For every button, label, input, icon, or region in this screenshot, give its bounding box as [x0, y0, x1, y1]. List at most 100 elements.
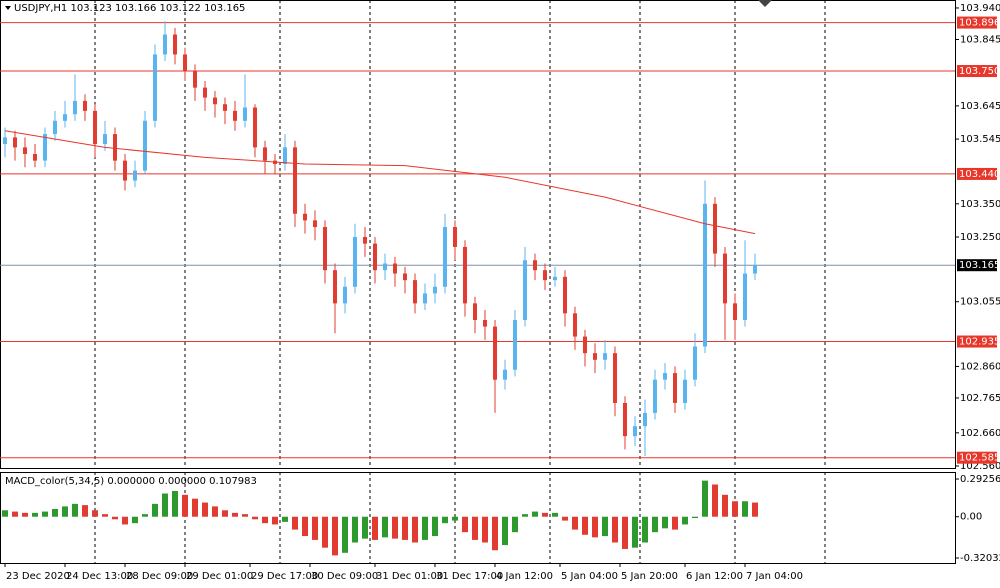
- candle-body: [613, 353, 617, 403]
- candle-body: [433, 286, 437, 294]
- candle-body: [263, 147, 267, 161]
- y-tick-label: 102.660: [960, 428, 1000, 439]
- candle-body: [513, 319, 517, 370]
- candle-body: [293, 147, 297, 214]
- macd-bar: [302, 516, 308, 537]
- candle-body: [153, 54, 157, 121]
- y-tick-label: 103.545: [960, 134, 1000, 145]
- candle-body: [353, 236, 357, 287]
- candle-body: [423, 293, 427, 304]
- macd-bar: [742, 501, 748, 517]
- candle-body: [453, 227, 457, 247]
- x-tick-label: 29 Dec 17:00: [251, 571, 318, 582]
- macd-bar: [512, 516, 518, 533]
- macd-bar: [362, 516, 368, 539]
- macd-bar: [202, 502, 208, 517]
- candle-body: [473, 303, 477, 320]
- candle-body: [533, 260, 537, 271]
- macd-bar: [572, 516, 578, 530]
- x-tick-label: 5 Jan 04:00: [561, 571, 618, 582]
- macd-y-tick-label: 0.292569: [960, 474, 1000, 485]
- candle-body: [243, 107, 247, 121]
- macd-bar: [272, 516, 278, 525]
- macd-bar: [82, 505, 88, 517]
- current-price-label: 103.165: [959, 260, 1000, 271]
- macd-bar: [422, 516, 428, 540]
- candle-body: [163, 34, 167, 55]
- candle-body: [593, 353, 597, 360]
- macd-bar: [502, 516, 508, 546]
- candle-body: [63, 114, 67, 121]
- candle-body: [223, 104, 227, 111]
- candle-body: [13, 137, 17, 148]
- macd-panel: [0, 472, 956, 564]
- macd-bar: [122, 516, 128, 525]
- candle-body: [653, 379, 657, 413]
- candle-body: [683, 379, 687, 403]
- macd-bar: [132, 516, 138, 524]
- x-tick-label: 4 Jan 12:00: [496, 571, 553, 582]
- candle-body: [33, 154, 37, 161]
- x-tick-label: 23 Dec 2020: [6, 571, 70, 582]
- level-label-box: [957, 65, 997, 78]
- candle-body: [373, 243, 377, 271]
- x-tick-label: 6 Jan 12:00: [686, 571, 743, 582]
- level-label: 103.440: [959, 169, 1000, 180]
- level-label: 103.750: [959, 66, 1000, 77]
- macd-bar: [552, 512, 558, 517]
- macd-bar: [612, 516, 618, 543]
- macd-bar: [322, 516, 328, 548]
- macd-bar: [432, 516, 438, 537]
- menu-arrow[interactable]: [5, 6, 11, 10]
- y-tick-label: 102.860: [960, 361, 1000, 372]
- candle-body: [253, 107, 257, 148]
- chart-title: USDJPY,H1 103.123 103.166 103.122 103.16…: [14, 3, 245, 14]
- candle-body: [483, 319, 487, 327]
- macd-bar: [92, 510, 98, 517]
- candle-body: [403, 273, 407, 281]
- y-tick-label: 103.940: [960, 3, 1000, 14]
- macd-bar: [212, 506, 218, 517]
- macd-bar: [12, 511, 18, 517]
- candle-body: [523, 260, 527, 320]
- candle-body: [173, 34, 177, 55]
- level-label: 102.935: [959, 337, 1000, 348]
- macd-bar: [172, 490, 178, 517]
- macd-bar: [712, 484, 718, 517]
- moving-average: [4, 130, 756, 235]
- macd-bar: [632, 516, 638, 548]
- x-tick-label: 5 Jan 20:00: [621, 571, 678, 582]
- candle-body: [493, 326, 497, 380]
- macd-bar: [462, 516, 468, 533]
- candle-body: [53, 120, 57, 135]
- candle-body: [733, 303, 737, 320]
- macd-bar: [722, 494, 728, 517]
- candle-body: [443, 227, 447, 287]
- macd-bar: [262, 516, 268, 524]
- candle-body: [233, 110, 237, 121]
- candle-body: [103, 134, 107, 145]
- macd-bar: [32, 512, 38, 517]
- candle-body: [673, 373, 677, 403]
- macd-bar: [412, 516, 418, 543]
- candle-body: [113, 134, 117, 161]
- macd-bar: [492, 516, 498, 551]
- macd-bar: [662, 516, 668, 529]
- level-label-box: [957, 16, 997, 29]
- y-tick-label: 102.765: [960, 393, 1000, 404]
- macd-y-tick-label: -0.320325: [960, 553, 1000, 564]
- macd-bar: [242, 514, 248, 517]
- candle-body: [623, 402, 627, 437]
- x-tick-label: 31 Dec 17:00: [436, 571, 503, 582]
- candle-body: [573, 313, 577, 337]
- candle-body: [43, 134, 47, 161]
- candle-body: [3, 137, 7, 145]
- candle-body: [183, 54, 187, 72]
- candle-body: [23, 147, 27, 155]
- macd-bar: [582, 516, 588, 535]
- candle-body: [323, 227, 327, 271]
- macd-bar: [642, 516, 648, 543]
- candle-body: [663, 373, 667, 380]
